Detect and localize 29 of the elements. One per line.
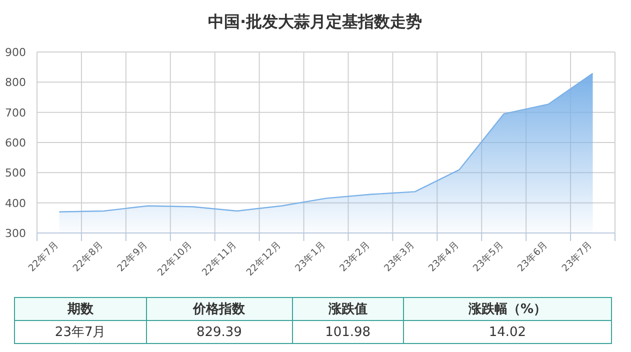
- y-tick-label: 300: [5, 227, 26, 240]
- x-tick-label: 23年1月: [292, 238, 328, 274]
- chart-title: 中国·批发大蒜月定基指数走势: [208, 12, 422, 31]
- x-tick-label: 23年3月: [382, 238, 418, 274]
- x-tick-label: 23年2月: [337, 238, 373, 274]
- text: 14.02: [403, 320, 612, 344]
- text: 101.98: [292, 320, 404, 344]
- x-tick-label: 22年10月: [155, 238, 195, 278]
- x-tick-label: 22年7月: [26, 238, 62, 274]
- x-tick-label: 22年11月: [199, 238, 240, 278]
- text: 23年7月: [14, 320, 146, 344]
- text: 829.39: [146, 320, 292, 344]
- x-tick-label: 22年8月: [70, 238, 106, 274]
- x-tick-label: 22年9月: [114, 238, 150, 274]
- x-tick-label: 23年5月: [470, 238, 506, 274]
- category-label: 期数: [14, 298, 146, 320]
- y-tick-label: 700: [5, 106, 26, 120]
- x-tick-label: 23年6月: [514, 238, 550, 274]
- y-tick-label: 400: [5, 196, 26, 210]
- y-tick-label: 900: [5, 46, 26, 59]
- category-label: 价格指数: [146, 298, 292, 320]
- y-tick-label: 800: [5, 76, 26, 90]
- x-tick-label: 23年4月: [426, 238, 462, 274]
- x-tick-label: 23年7月: [559, 238, 595, 274]
- y-tick-label: 500: [5, 166, 26, 180]
- category-label: 涨跌幅（%）: [403, 298, 612, 320]
- category-label: 涨跌值: [292, 298, 404, 320]
- x-tick-label: 22年12月: [244, 238, 284, 278]
- y-tick-label: 600: [5, 136, 26, 150]
